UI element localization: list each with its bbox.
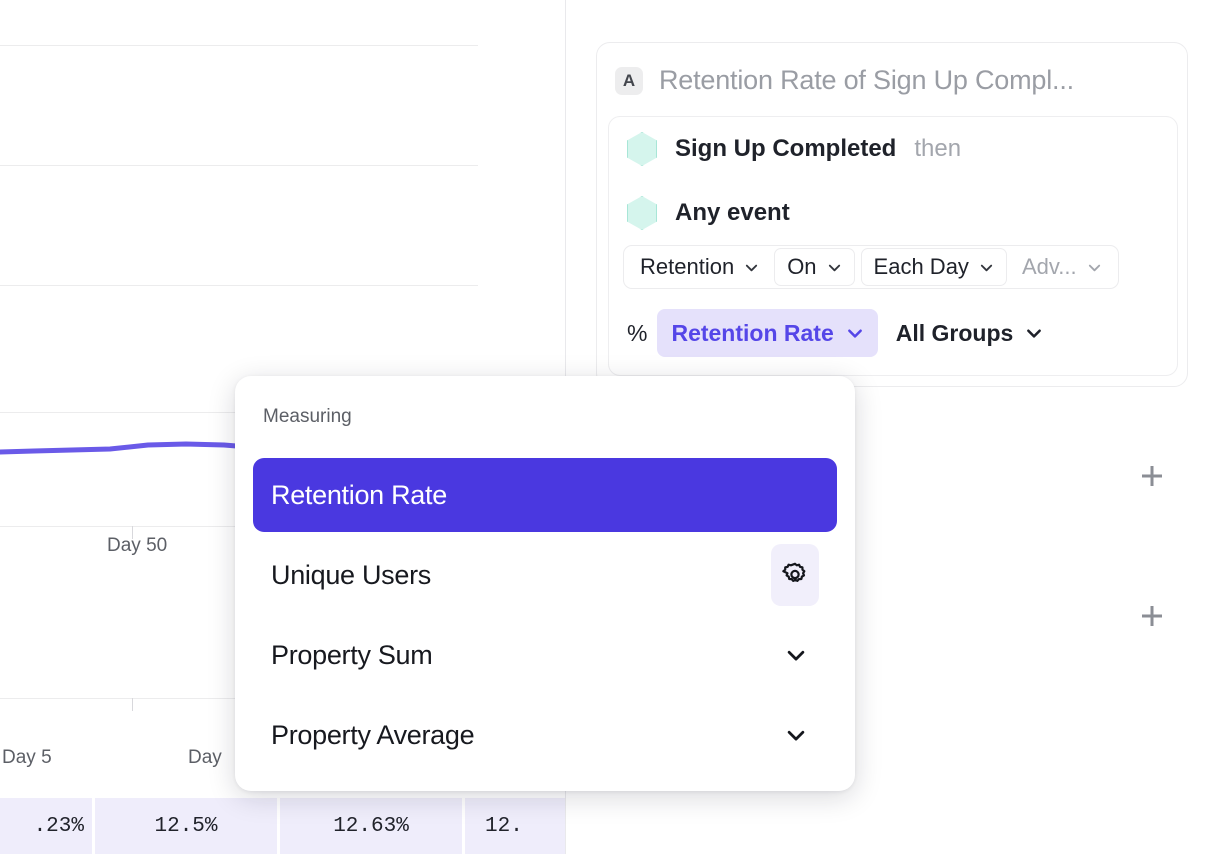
chevron-down-icon — [847, 329, 862, 338]
chevron-down-icon[interactable] — [785, 724, 807, 746]
menu-item-label: Unique Users — [271, 559, 431, 590]
query-step-1[interactable]: Sign Up Completed then — [609, 117, 1177, 181]
step-connector-label: then — [914, 135, 962, 162]
x-axis-label-day5: Day 5 — [2, 747, 52, 768]
popover-section-label: Measuring — [263, 406, 352, 427]
retention-table-row: .23% 12.5% 12.63% 12. — [0, 798, 566, 854]
x-axis-label-day: Day — [188, 747, 222, 768]
add-query-button-1[interactable] — [1135, 459, 1169, 493]
advanced-dropdown[interactable]: Adv... — [1010, 248, 1114, 286]
plus-icon — [1142, 466, 1162, 486]
chevron-down-icon — [828, 264, 840, 271]
interval-dropdown[interactable]: Each Day — [860, 248, 1007, 286]
hexagon-icon — [627, 196, 657, 230]
groups-value-label: All Groups — [895, 319, 1014, 346]
menu-item-label: Property Average — [271, 719, 475, 750]
add-query-button-2[interactable] — [1135, 599, 1169, 633]
measuring-value-label: Retention Rate — [671, 319, 834, 346]
percent-symbol: % — [627, 319, 648, 346]
measuring-dropdown-menu: Measuring Retention Rate Unique Users Pr… — [235, 376, 855, 791]
interval-label: Each Day — [873, 254, 969, 279]
chart-axis-tick — [132, 526, 133, 539]
table-cell[interactable]: 12.5% — [95, 798, 280, 854]
advanced-label: Adv... — [1021, 254, 1077, 279]
gear-icon — [782, 562, 806, 582]
step-event-name[interactable]: Any event — [675, 199, 790, 226]
query-builder-card: A Retention Rate of Sign Up Compl... Sig… — [596, 42, 1188, 387]
chart-gridline — [0, 285, 478, 286]
query-controls-group: Retention On Each Day Adv... — [623, 245, 1119, 289]
menu-item-property-sum[interactable]: Property Sum — [253, 618, 837, 692]
menu-item-label: Property Sum — [271, 639, 433, 670]
chevron-down-icon[interactable] — [785, 644, 807, 666]
on-label: On — [787, 254, 817, 279]
menu-item-label: Retention Rate — [271, 479, 447, 510]
table-cell[interactable]: .23% — [0, 798, 95, 854]
chevron-down-icon — [1027, 329, 1042, 338]
chevron-down-icon — [1088, 264, 1100, 271]
step-event-name[interactable]: Sign Up Completed — [675, 135, 897, 162]
chevron-down-icon — [746, 264, 758, 271]
query-card-header: A Retention Rate of Sign Up Compl... — [597, 43, 1187, 96]
query-title[interactable]: Retention Rate of Sign Up Compl... — [659, 65, 1074, 95]
plus-icon — [1142, 606, 1162, 626]
chart-gridline — [0, 45, 478, 46]
query-letter-badge: A — [615, 66, 643, 95]
table-cell[interactable]: 12. — [465, 798, 566, 854]
menu-item-property-average[interactable]: Property Average — [253, 698, 837, 772]
chart-axis-tick — [132, 698, 133, 711]
query-step-2[interactable]: Any event — [609, 181, 1177, 245]
unique-users-settings-button[interactable] — [771, 544, 819, 606]
groups-dropdown[interactable]: All Groups — [888, 309, 1052, 357]
menu-item-retention-rate[interactable]: Retention Rate — [253, 458, 837, 532]
menu-item-unique-users[interactable]: Unique Users — [253, 538, 837, 612]
chart-gridline — [0, 165, 478, 166]
query-controls-row: Retention On Each Day Adv... — [609, 245, 1177, 289]
measuring-dropdown-trigger[interactable]: Retention Rate — [657, 309, 878, 357]
query-steps-box: Sign Up Completed then Any event Retenti… — [608, 116, 1178, 376]
on-dropdown[interactable]: On — [774, 248, 855, 286]
chevron-down-icon — [980, 264, 993, 271]
measure-row: % Retention Rate All Groups — [609, 309, 1177, 357]
measure-type-label: Retention — [640, 254, 735, 279]
measure-type-dropdown[interactable]: Retention — [628, 248, 771, 286]
x-axis-label-day50: Day 50 — [107, 535, 168, 556]
table-cell[interactable]: 12.63% — [280, 798, 465, 854]
hexagon-icon — [627, 132, 657, 166]
